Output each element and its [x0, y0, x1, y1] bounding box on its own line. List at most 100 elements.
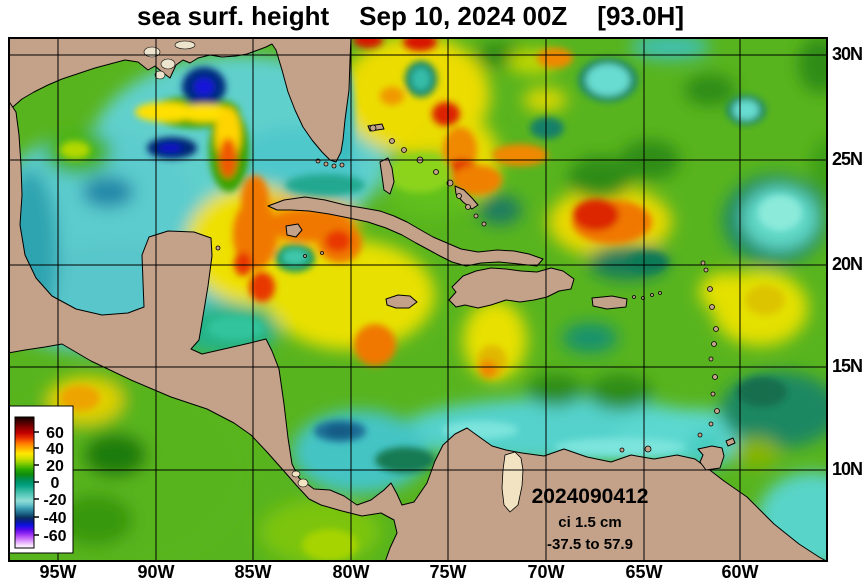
colorbar-value-label: -60 [43, 528, 66, 545]
small-island [707, 286, 713, 292]
ssh-anomaly-blob [573, 199, 619, 231]
lat-tick-label: 10N [832, 459, 863, 480]
colorbar-gradient [14, 416, 35, 549]
small-island [650, 293, 654, 297]
ssh-anomaly-blob [630, 37, 710, 60]
small-island [473, 213, 479, 219]
ssh-anomaly-blob [523, 88, 567, 112]
small-island [711, 341, 717, 347]
ssh-anomaly-blob [60, 385, 100, 411]
lon-tick-label: 95W [39, 562, 77, 581]
land-cuba [267, 196, 544, 267]
ssh-anomaly-blob [758, 195, 802, 231]
ssh-anomaly-blob [478, 195, 522, 225]
land-hispaniola [448, 267, 575, 309]
small-island [481, 221, 487, 227]
land-mexico-central-south-america [8, 99, 828, 562]
lon-tick-label: 90W [137, 562, 175, 581]
small-island [708, 356, 714, 362]
small-island [632, 295, 636, 299]
small-island [697, 432, 703, 438]
small-island [331, 163, 337, 169]
ssh-field: 60 40 20 0 -20 -40 -60 2024090412 ci 1.5… [8, 37, 828, 562]
landmasses [8, 37, 828, 562]
ssh-anomaly-blob [57, 494, 133, 546]
ssh-anomaly-blob [411, 67, 431, 91]
small-island [401, 147, 407, 153]
small-island [433, 169, 439, 175]
small-island [320, 251, 324, 255]
colorbar-value-label: 40 [46, 441, 64, 458]
colorbar-value-label: -40 [43, 510, 66, 527]
land-jamaica [385, 294, 418, 309]
ssh-anomaly-blob [354, 324, 396, 366]
ssh-anomaly-blob [388, 153, 452, 193]
ssh-anomaly-blob [403, 37, 437, 51]
ssh-anomaly-blob [798, 37, 828, 93]
ssh-anomaly-blob [452, 165, 502, 195]
lon-tick-label: 80W [332, 562, 370, 581]
lon-tick-label: 85W [234, 562, 272, 581]
ssh-map: 60 40 20 0 -20 -40 -60 2024090412 ci 1.5… [8, 37, 828, 562]
ssh-anomaly-blob [375, 447, 435, 473]
ssh-anomaly-blob [234, 252, 252, 276]
contour-interval-label: ci 1.5 cm [558, 514, 621, 531]
ssh-anomaly-blob [732, 437, 780, 467]
lat-tick-label: 30N [832, 44, 863, 65]
ssh-anomaly-blob [219, 138, 237, 178]
ssh-anomaly-blob [628, 252, 668, 272]
land-us-florida [8, 37, 352, 163]
ssh-anomaly-blob [699, 272, 751, 312]
small-island [709, 304, 715, 310]
colorbar-value-label: 0 [51, 475, 60, 492]
small-island [619, 447, 625, 453]
lon-tick-label: 60W [721, 562, 759, 581]
ssh-anomaly-blob [684, 74, 736, 106]
land-tobago [725, 437, 736, 447]
ssh-anomaly-blob [810, 138, 828, 202]
small-island [339, 162, 345, 168]
ssh-anomaly-blob [380, 87, 404, 105]
small-island [658, 291, 662, 295]
lat-tick-label: 15N [832, 356, 863, 377]
small-island [303, 254, 307, 258]
lake-nicaragua [291, 470, 301, 478]
small-island [644, 445, 652, 453]
lat-tick-label: 20N [832, 254, 863, 275]
lon-tick-label: 65W [625, 562, 663, 581]
ssh-anomaly-blob [555, 438, 685, 456]
coastal-marsh [154, 70, 166, 80]
colorbar-value-label: 20 [46, 458, 64, 475]
land-isla-juventud [285, 223, 303, 238]
ssh-anomaly-blob [82, 176, 134, 208]
ssh-anomaly-blob [135, 102, 195, 122]
ssh-anomaly-blob [302, 529, 358, 561]
ssh-anomaly-blob [285, 174, 365, 196]
ssh-anomaly-blob [194, 78, 214, 96]
ssh-anomaly-blob [588, 374, 652, 410]
small-island [456, 193, 462, 199]
ssh-anomaly-blob [586, 64, 630, 96]
colorbar-value-label: -20 [43, 492, 66, 509]
small-island [465, 204, 471, 210]
colorbar: 60 40 20 0 -20 -40 -60 [8, 405, 74, 554]
value-range-label: -37.5 to 57.9 [547, 536, 633, 553]
ssh-anomaly-blob [530, 117, 564, 139]
coastal-marsh [160, 58, 176, 70]
small-island [708, 421, 714, 427]
ssh-anomaly-blob [479, 360, 497, 378]
ssh-anomaly-blob [537, 48, 573, 68]
ssh-anomaly-blob [282, 249, 308, 265]
small-island [713, 326, 719, 332]
run-id-label: 2024090412 [532, 485, 649, 508]
small-island [323, 161, 329, 167]
land-trinidad [697, 445, 725, 471]
small-island [714, 408, 720, 414]
page-title: sea surf. height Sep 10, 2024 00Z [93.0H… [0, 1, 863, 32]
ssh-anomaly-blob [432, 102, 460, 126]
ssh-anomaly-blob [83, 433, 147, 477]
small-island [712, 374, 718, 380]
ssh-anomaly-blob [353, 37, 383, 48]
land-puerto-rico [591, 295, 628, 310]
